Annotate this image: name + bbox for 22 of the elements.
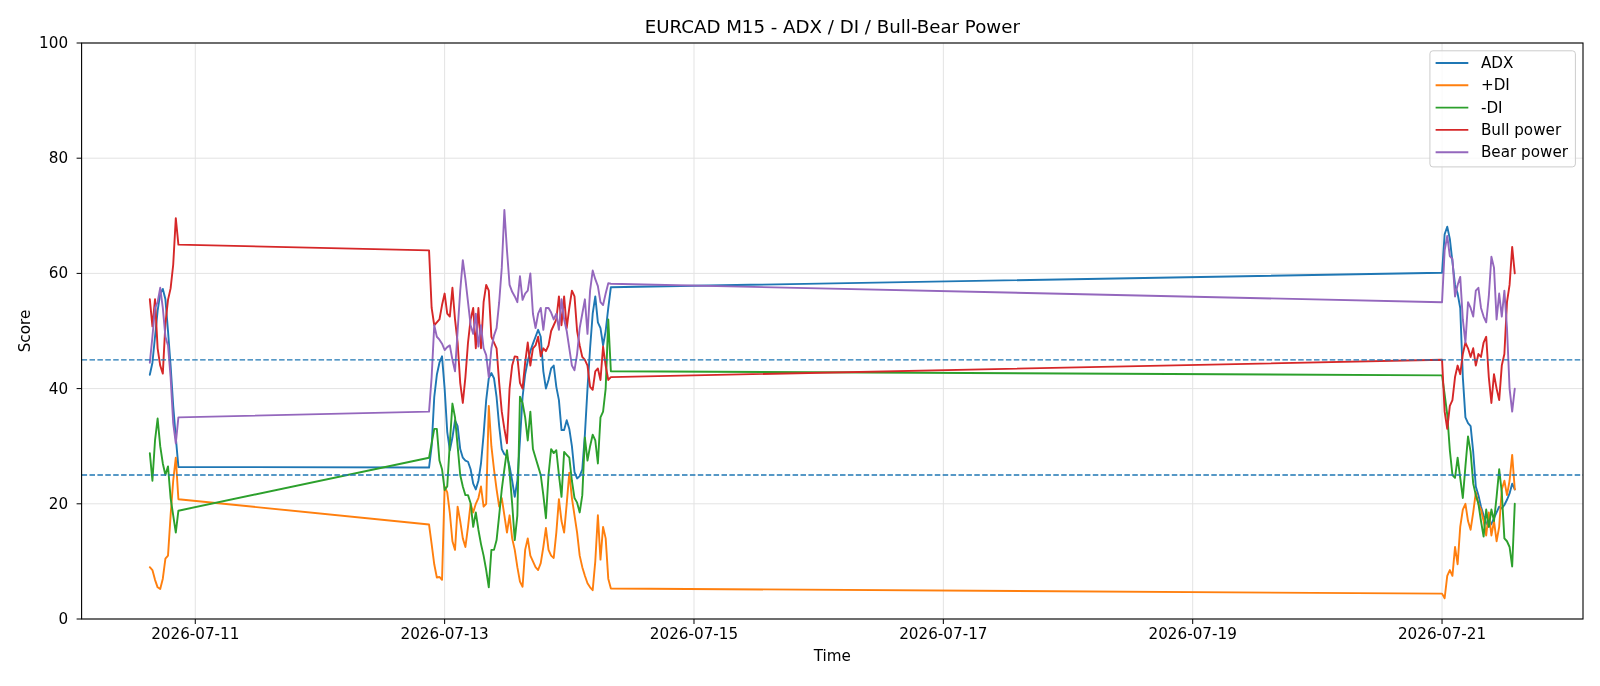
x-tick-label: 2026-07-15 <box>649 624 739 643</box>
x-tick-label: 2026-07-11 <box>151 624 240 643</box>
y-tick-label: 0 <box>58 610 69 628</box>
legend-label: +DI <box>1480 76 1510 95</box>
y-tick-label: 40 <box>48 379 69 398</box>
x-tick-label: 2026-07-19 <box>1148 624 1237 643</box>
y-tick-label: 100 <box>39 34 69 52</box>
y-tick-label: 60 <box>48 264 69 283</box>
legend-label: ADX <box>1480 54 1514 72</box>
legend-label: -DI <box>1480 98 1503 117</box>
line-series <box>148 404 1516 600</box>
y-tick-label: 80 <box>48 149 69 168</box>
chart-title: EURCAD M15 - ADX / DI / Bull-Bear Power <box>644 15 1021 37</box>
y-axis-title: Score <box>16 309 34 353</box>
y-tick-label: 20 <box>48 494 69 513</box>
legend-label: Bull power <box>1480 120 1562 139</box>
legend-label: Bear power <box>1480 143 1569 162</box>
x-tick-label: 2026-07-17 <box>899 624 988 643</box>
line-series <box>148 318 1516 589</box>
x-axis-title: Time <box>812 647 851 665</box>
x-tick-label: 2026-07-13 <box>400 624 489 643</box>
x-tick-label: 2026-07-21 <box>1397 624 1487 643</box>
